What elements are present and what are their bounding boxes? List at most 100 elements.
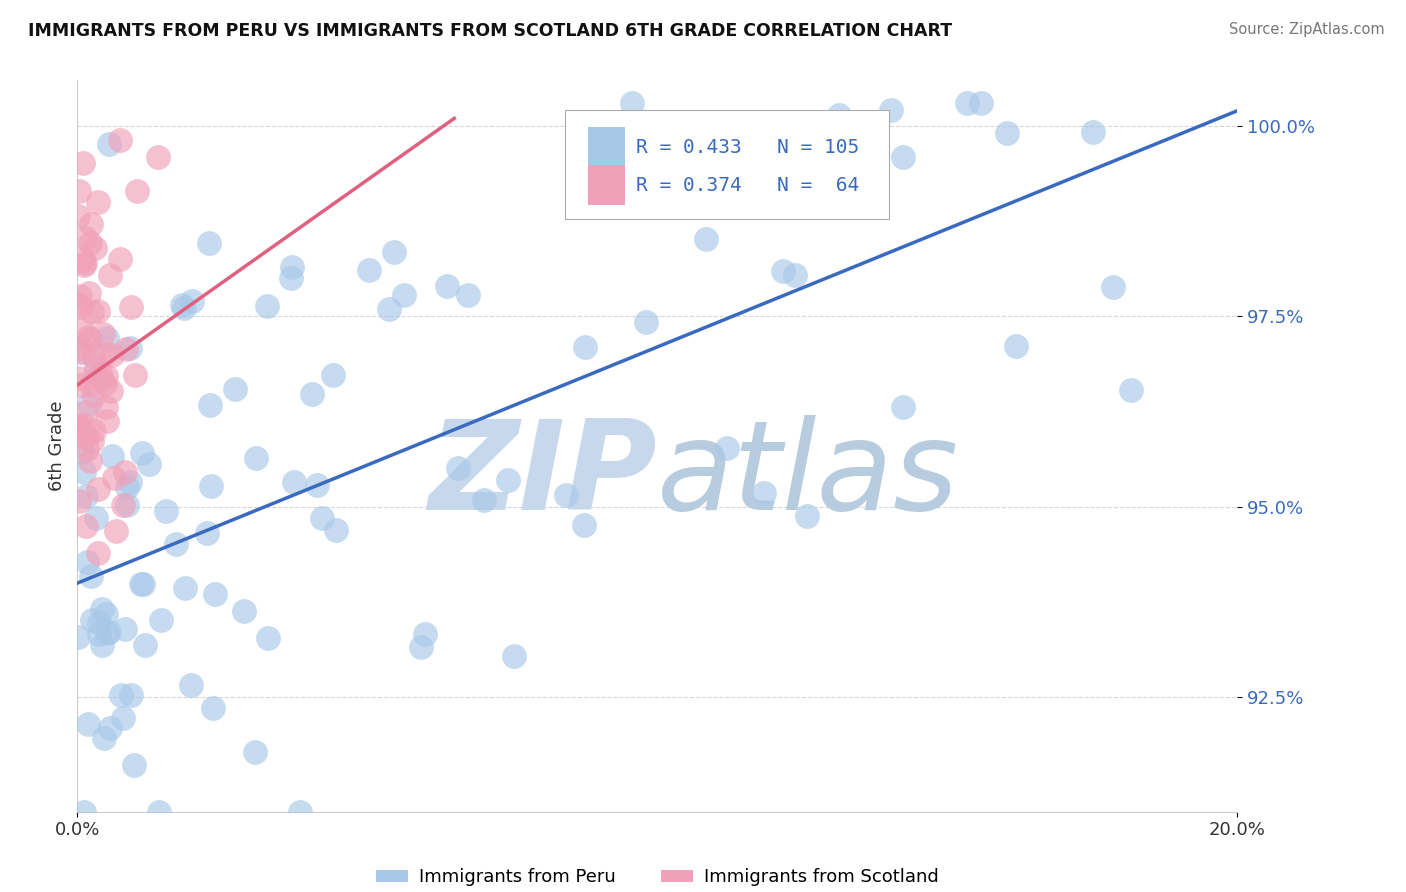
Point [447,461,470,475]
Point [96,607,118,622]
Point [322,368,344,382]
FancyBboxPatch shape [565,110,890,219]
Point [1004,339,1026,353]
Point [76,442,98,456]
Point [301,387,323,401]
Point [574,340,596,354]
Point [96,331,118,345]
Point [72,344,94,359]
Point [96,369,118,384]
Point [695,232,717,246]
Point [69,341,91,355]
Point [98,721,121,735]
Point [75,428,97,442]
Point [118,475,141,489]
Point [101,449,124,463]
Point [98,137,121,152]
Point [75,430,97,444]
Point [83,388,105,402]
Point [120,300,142,314]
Point [392,288,415,302]
Point [224,383,246,397]
Point [66,371,89,385]
Point [79,286,101,301]
Point [125,184,148,198]
Point [69,300,91,314]
Point [880,103,903,117]
Point [280,271,302,285]
Point [198,398,221,412]
Point [75,519,97,533]
Point [1081,124,1104,138]
Point [893,400,915,414]
Point [290,805,312,819]
Point [69,345,91,359]
Point [100,384,122,398]
Point [305,478,328,492]
Point [90,601,112,615]
Point [89,366,111,380]
Point [66,209,89,223]
Point [77,396,100,410]
Point [357,263,380,277]
Point [409,640,432,655]
Point [256,300,278,314]
Point [457,288,479,302]
Point [91,326,114,341]
Text: IMMIGRANTS FROM PERU VS IMMIGRANTS FROM SCOTLAND 6TH GRADE CORRELATION CHART: IMMIGRANTS FROM PERU VS IMMIGRANTS FROM … [28,22,952,40]
Text: R = 0.374   N =  64: R = 0.374 N = 64 [637,176,859,194]
Point [995,126,1018,140]
Point [73,465,96,479]
Point [100,268,122,282]
Point [73,805,96,819]
Point [198,236,221,251]
FancyBboxPatch shape [588,165,624,205]
Point [79,332,101,346]
Point [103,470,125,484]
Point [90,371,112,385]
Point [796,508,818,523]
Point [67,493,90,508]
Point [67,630,90,644]
Point [67,184,90,198]
Point [146,150,169,164]
Y-axis label: 6th Grade: 6th Grade [48,401,66,491]
Point [90,638,112,652]
Point [617,176,640,190]
Point [97,624,120,639]
Point [165,537,187,551]
Point [772,264,794,278]
Point [281,260,304,275]
Point [173,301,195,315]
Point [1119,383,1142,397]
Point [956,96,979,111]
Point [257,631,280,645]
Point [79,454,101,468]
Point [72,445,94,459]
Point [325,523,347,537]
Point [311,511,333,525]
Point [66,420,89,434]
Point [73,258,96,272]
Point [66,418,89,433]
Point [754,485,776,500]
Point [75,231,97,245]
Point [630,124,652,138]
Point [82,304,104,318]
Text: Source: ZipAtlas.com: Source: ZipAtlas.com [1229,22,1385,37]
Point [66,297,89,311]
Point [131,446,153,460]
Point [112,711,135,725]
Point [502,648,524,663]
Point [77,330,100,344]
Point [70,322,93,336]
Point [174,581,197,595]
Point [155,504,177,518]
Point [89,627,111,641]
Point [1102,280,1125,294]
Point [73,256,96,270]
Point [572,517,595,532]
Point [204,586,226,600]
Point [93,731,115,746]
Point [498,473,520,487]
